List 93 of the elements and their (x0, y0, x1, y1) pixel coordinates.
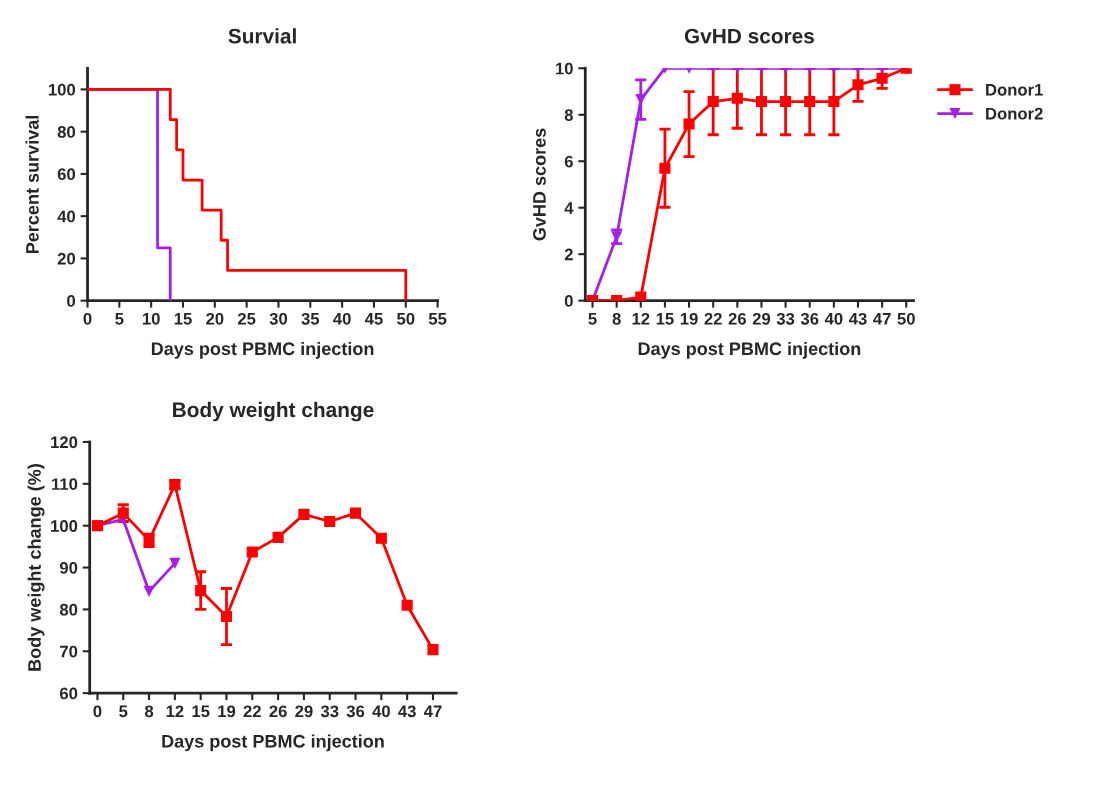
y-tick-label: 40 (57, 210, 76, 223)
x-tick-label: 8 (612, 312, 621, 325)
y-tick-label: 4 (564, 202, 574, 214)
x-tick-label: 0 (83, 312, 92, 325)
point (169, 557, 181, 569)
x-tick-label: 29 (295, 705, 313, 718)
x-tick-label: 15 (192, 705, 210, 718)
y-tick-label: 90 (59, 561, 78, 574)
point (828, 95, 840, 108)
chart-title: GvHD scores (684, 28, 814, 44)
x-tick-label: 40 (333, 312, 351, 325)
point (324, 515, 336, 528)
y-tick-label: 110 (52, 478, 78, 491)
x-tick-label: 50 (397, 312, 415, 325)
x-axis-title: Days post PBMC injection (162, 734, 384, 752)
x-tick-label: 36 (346, 705, 365, 718)
y-axis-title: Percent survival (25, 116, 39, 254)
point (659, 162, 671, 174)
x-tick-label: 12 (632, 312, 650, 325)
x-tick-label: 40 (372, 705, 390, 718)
y-tick-label: 0 (67, 295, 76, 307)
y-tick-label: 0 (564, 295, 573, 307)
point (731, 92, 743, 104)
x-axis-title: Days post PBMC injection (151, 341, 374, 359)
y-tick-label: 100 (51, 520, 78, 532)
x-tick-label: 45 (364, 313, 383, 325)
point (220, 610, 233, 623)
x-tick-label: 5 (119, 705, 128, 718)
x-tick-label: 0 (93, 705, 102, 718)
y-axis-title: GvHD scores (533, 128, 546, 241)
point (755, 95, 768, 108)
y-tick-label: 20 (57, 252, 76, 265)
y-tick-label: 70 (60, 645, 78, 658)
point (401, 599, 413, 611)
x-tick-label: 40 (824, 312, 843, 325)
x-tick-label: 26 (728, 312, 746, 325)
point (876, 72, 888, 84)
x-tick-label: 10 (142, 312, 160, 325)
legend-label: Donor2 (986, 107, 1043, 120)
y-tick-label: 80 (57, 126, 76, 138)
chart-title: Body weight change (173, 401, 374, 422)
point (804, 95, 816, 108)
legend-label: Donor1 (986, 84, 1043, 96)
chart-title: Survial (228, 28, 296, 44)
point (272, 531, 284, 543)
x-tick-label: 36 (800, 312, 819, 325)
x-tick-label: 20 (206, 312, 224, 325)
y-tick-label: 10 (556, 62, 573, 75)
point (852, 79, 864, 91)
x-tick-label: 25 (237, 312, 256, 325)
x-tick-label: 5 (588, 313, 597, 325)
x-tick-label: 15 (174, 313, 192, 325)
y-tick-label: 2 (564, 248, 573, 261)
y-tick-label: 80 (59, 603, 78, 616)
point (427, 644, 439, 656)
y-tick-label: 120 (51, 436, 78, 449)
x-tick-label: 50 (897, 312, 915, 325)
point (143, 585, 155, 597)
y-tick-label: 8 (564, 109, 573, 121)
x-tick-label: 33 (776, 312, 795, 325)
y-tick-label: 100 (48, 83, 76, 96)
point (117, 507, 129, 519)
x-tick-label: 19 (680, 312, 698, 325)
x-tick-label: 43 (848, 312, 867, 325)
x-tick-label: 15 (656, 313, 674, 325)
x-tick-label: 5 (115, 313, 124, 325)
x-tick-label: 47 (873, 313, 891, 325)
y-tick-label: 60 (57, 168, 76, 181)
y-tick-label: 60 (59, 687, 78, 700)
point (707, 95, 719, 108)
x-tick-label: 8 (144, 705, 154, 718)
point (375, 532, 387, 544)
point (298, 508, 310, 520)
x-tick-label: 47 (423, 705, 442, 718)
y-tick-label: 6 (564, 155, 573, 168)
point (780, 95, 792, 108)
point (195, 585, 207, 597)
x-tick-label: 26 (269, 705, 287, 718)
x-tick-label: 55 (428, 313, 447, 325)
x-tick-label: 12 (166, 705, 184, 718)
x-tick-label: 22 (704, 312, 722, 325)
x-tick-label: 33 (320, 705, 339, 718)
y-axis-title: Body weight change (%) (27, 464, 45, 671)
x-tick-label: 19 (218, 705, 236, 718)
point (349, 507, 362, 519)
point (246, 546, 258, 558)
x-tick-label: 35 (301, 312, 320, 325)
point (683, 118, 695, 130)
x-tick-label: 29 (752, 312, 771, 325)
x-tick-label: 43 (398, 705, 416, 718)
x-tick-label: 22 (243, 705, 261, 718)
x-tick-label: 30 (269, 312, 288, 325)
x-axis-title: Days post PBMC injection (638, 341, 861, 359)
